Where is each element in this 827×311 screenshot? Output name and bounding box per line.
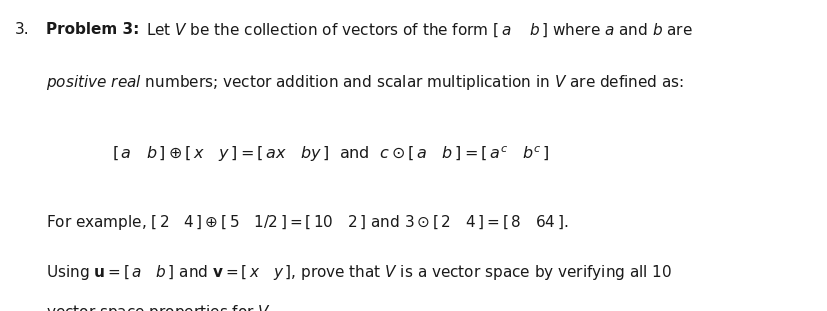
Text: Problem 3:: Problem 3: — [45, 22, 139, 37]
Text: $\mathit{positive\ real}$ numbers; vector addition and scalar multiplication in : $\mathit{positive\ real}$ numbers; vecto… — [45, 73, 683, 92]
Text: For example, $\left[\,2 \quad 4\,\right] \oplus \left[\,5 \quad 1/2\,\right] = \: For example, $\left[\,2 \quad 4\,\right]… — [45, 213, 567, 232]
Text: Let $V$ be the collection of vectors of the form $\left[\,a \;\quad b\,\right]$ : Let $V$ be the collection of vectors of … — [146, 22, 691, 39]
Text: Using $\mathbf{u} = \left[\,a \quad b\,\right]$ and $\mathbf{v} = \left[\,x \qua: Using $\mathbf{u} = \left[\,a \quad b\,\… — [45, 263, 671, 282]
Text: 3.: 3. — [15, 22, 30, 37]
Text: vector space properties for $V$.: vector space properties for $V$. — [45, 303, 273, 311]
Text: $\left[\,a \quad b\,\right] \oplus \left[\,x \quad y\,\right] = \left[\,ax \quad: $\left[\,a \quad b\,\right] \oplus \left… — [112, 145, 549, 164]
